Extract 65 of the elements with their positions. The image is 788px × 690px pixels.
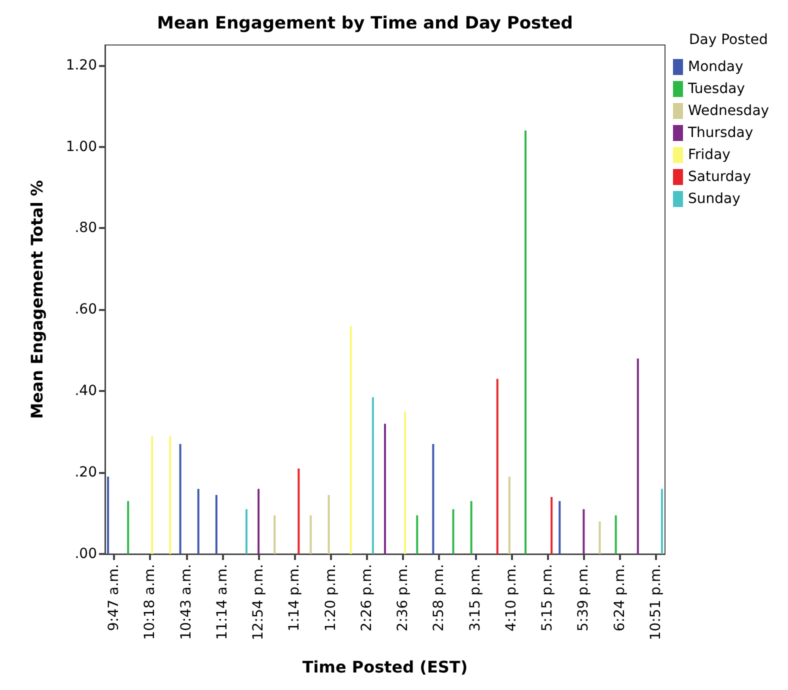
x-tick-label: 4:10 p.m. [503, 564, 520, 632]
chart-title: Mean Engagement by Time and Day Posted [157, 14, 573, 34]
bar [350, 326, 352, 554]
bar [274, 515, 276, 554]
bar [508, 476, 510, 554]
x-tick-label: 5:15 p.m. [540, 564, 556, 632]
x-tick-label: 5:39 p.m. [576, 564, 592, 632]
bar [558, 501, 561, 554]
y-tick-label: .80 [74, 220, 97, 236]
bar [372, 397, 374, 554]
x-tick-label: 11:14 a.m. [214, 564, 230, 640]
bar [245, 509, 248, 554]
bar [127, 501, 130, 554]
bar [404, 411, 406, 554]
bar [660, 488, 663, 554]
y-tick-label: .20 [74, 464, 97, 481]
bar [524, 130, 527, 554]
x-tick-label: 2:58 p.m. [431, 564, 448, 632]
bar [298, 468, 300, 554]
bar [432, 444, 434, 554]
legend-label: Wednesday [688, 103, 770, 119]
y-tick-label: .00 [74, 546, 97, 562]
bar [416, 515, 418, 554]
bar [179, 444, 182, 554]
bar [550, 496, 553, 554]
y-tick-label: 1.20 [66, 57, 97, 74]
legend-label: Sunday [688, 191, 740, 207]
legend-label: Thursday [687, 125, 754, 141]
bar [636, 358, 639, 554]
bar [197, 488, 200, 554]
bar [452, 509, 454, 554]
bar [310, 515, 312, 554]
x-tick-label: 1:20 p.m. [322, 564, 339, 632]
legend-label: Friday [688, 147, 730, 163]
bar [215, 494, 218, 554]
bar [328, 494, 330, 554]
y-axis-title: Mean Engagement Total % [28, 180, 46, 419]
x-tick-label: 2:26 p.m. [358, 564, 375, 632]
legend-label: Tuesday [687, 81, 745, 97]
bar [496, 378, 498, 554]
bar [151, 436, 154, 554]
bar [470, 501, 472, 554]
x-tick-label: 10:18 a.m. [142, 564, 158, 640]
y-tick-label: 1.00 [66, 138, 97, 155]
bar [107, 476, 110, 554]
x-tick-label: 6:24 p.m. [612, 564, 628, 632]
bar [582, 509, 585, 554]
bar [384, 424, 386, 554]
x-tick-label: 2:36 p.m. [395, 564, 412, 632]
x-tick-label: 10:43 a.m. [178, 564, 194, 640]
legend-title: Day Posted [689, 32, 768, 48]
bar [614, 515, 617, 554]
x-tick-label: 12:54 p.m. [250, 564, 267, 640]
x-axis-title: Time Posted (EST) [302, 658, 468, 676]
x-tick-label: 9:47 a.m. [106, 564, 122, 632]
y-tick-label: .40 [74, 383, 97, 400]
bar [169, 436, 172, 554]
y-tick-label: .60 [74, 302, 97, 318]
legend-label: Saturday [688, 169, 752, 185]
bar [258, 488, 260, 554]
bar [598, 521, 601, 554]
x-tick-label: 3:15 p.m. [467, 564, 484, 632]
x-tick-label: 1:14 p.m. [286, 564, 303, 632]
x-tick-label: 10:51 p.m. [648, 564, 664, 640]
legend-label: Monday [688, 59, 744, 75]
